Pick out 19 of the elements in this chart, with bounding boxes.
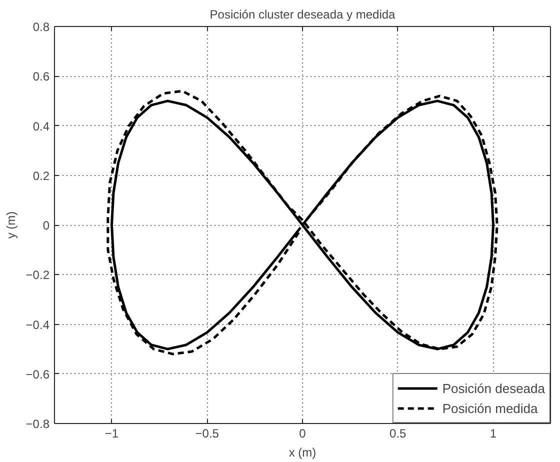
y-tick-label: −0.6 <box>26 367 50 382</box>
x-axis-title: x (m) <box>288 446 316 460</box>
x-tick-label: −1 <box>104 426 119 440</box>
x-tick-label: 1 <box>490 426 497 440</box>
y-tick-label: 0 <box>42 218 50 232</box>
chart-title: Posición cluster deseada y medida <box>210 8 396 22</box>
y-tick-label: −0.4 <box>26 318 50 332</box>
x-tick-label: 0.5 <box>390 426 407 440</box>
y-tick-label: 0.6 <box>32 70 50 84</box>
legend-label: Posición medida <box>442 400 538 416</box>
y-tick-label: −0.8 <box>26 417 50 431</box>
x-tick-label: −0.5 <box>195 426 220 440</box>
y-tick-label: 0.4 <box>32 119 50 134</box>
y-tick-label: 0.2 <box>32 168 50 183</box>
legend-label: Posición deseada <box>442 380 545 396</box>
y-tick-label: −0.2 <box>26 268 50 282</box>
y-tick-label: 0.8 <box>32 20 50 34</box>
y-axis-title: y (m) <box>4 211 18 239</box>
x-tick-label: 0 <box>299 426 306 440</box>
